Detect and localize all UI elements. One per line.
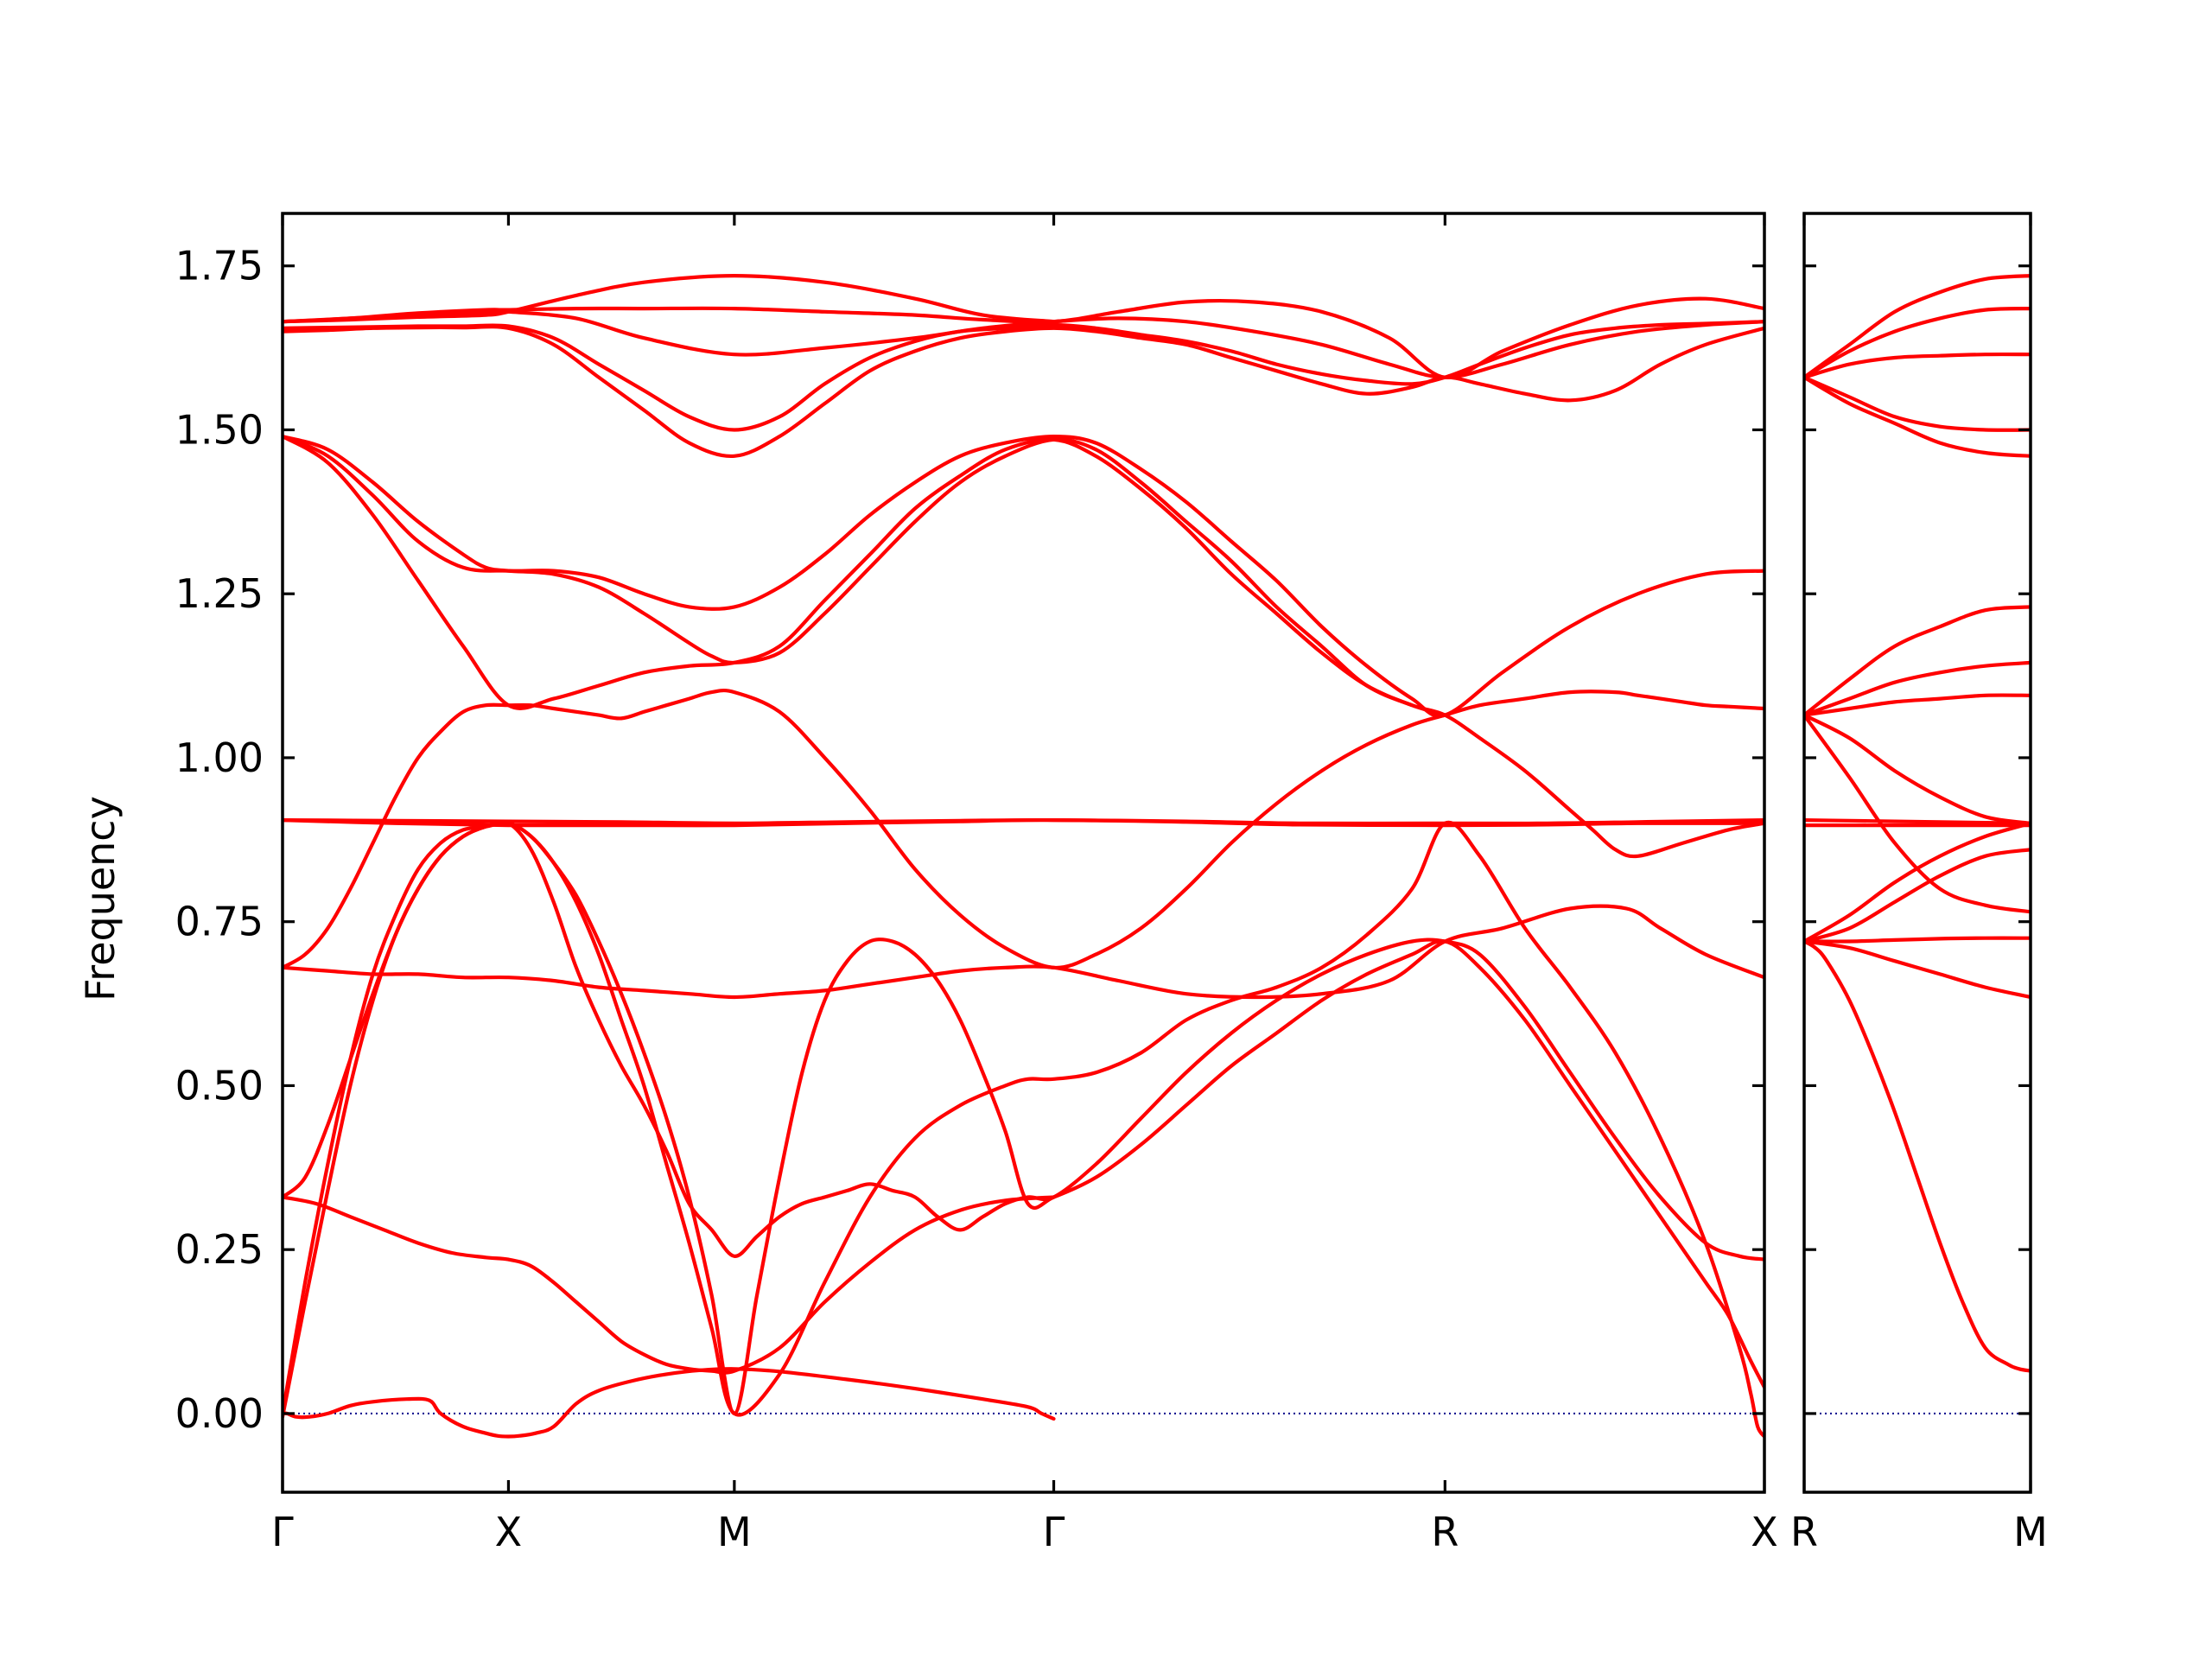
phonon-band-10 xyxy=(1804,605,2031,717)
phonon-band-11 xyxy=(283,435,1764,718)
phonon-band-5 xyxy=(1804,821,2031,944)
phonon-band-3 xyxy=(1804,936,2031,944)
phonon-band-2 xyxy=(1804,939,2031,1000)
y-tick-label: 0.00 xyxy=(175,1390,264,1437)
y-tick-label: 1.75 xyxy=(175,243,264,289)
y-tick-label: 1.50 xyxy=(175,406,264,453)
phonon-band-4 xyxy=(1804,848,2031,944)
plot-frame xyxy=(281,212,1766,1494)
phonon-band-6 xyxy=(1804,713,2031,914)
phonon-band-4 xyxy=(283,1195,1056,1375)
phonon-band-15 xyxy=(1804,352,2031,379)
high-symmetry-label: Γ xyxy=(271,1509,294,1555)
phonon-band-17 xyxy=(1804,274,2031,379)
high-symmetry-label: M xyxy=(717,1509,752,1555)
phonon-band-3 xyxy=(283,821,1764,1415)
phonon-band-16 xyxy=(1804,307,2031,379)
phonon-band-7 xyxy=(283,688,1764,969)
plot-frame xyxy=(1802,212,2032,1494)
high-symmetry-label: Γ xyxy=(1043,1509,1065,1555)
phonon-band-12 xyxy=(283,435,1447,717)
phonon-band-14 xyxy=(1804,375,2031,432)
y-tick-label: 0.50 xyxy=(175,1062,264,1109)
y-tick-label: 0.25 xyxy=(175,1226,264,1273)
y-axis-label: Frequency xyxy=(77,796,124,1001)
phonon-band-16 xyxy=(283,296,1764,379)
phonon-band-8 xyxy=(1804,693,2031,717)
phonon-band-9 xyxy=(1804,660,2031,717)
y-tick-label: 1.25 xyxy=(175,570,264,617)
high-symmetry-label: X xyxy=(1751,1509,1778,1555)
phonon-band-14 xyxy=(283,320,1764,432)
phonon-band-13 xyxy=(283,325,1764,458)
phonon-band-9 xyxy=(283,817,1764,828)
high-symmetry-label: R xyxy=(1431,1509,1459,1555)
band-group xyxy=(1804,274,2031,1373)
high-symmetry-label: X xyxy=(495,1509,523,1555)
phonon-band-17 xyxy=(283,274,1056,324)
main-dispersion-panel: 0.00 0.25 0.50 0.75 1.00 1.25 1.50 1.75 Γ X M Γ R X xyxy=(175,212,1778,1555)
phonon-band-11 xyxy=(1804,818,2031,825)
band-group xyxy=(283,274,1764,1439)
phonon-band-13 xyxy=(1804,375,2031,458)
phonon-band-7 xyxy=(1804,713,2031,825)
y-tick-label: 1.00 xyxy=(175,734,264,781)
phonon-band-1 xyxy=(1804,939,2031,1373)
phonon-band-1 xyxy=(283,1367,1056,1439)
high-symmetry-label: R xyxy=(1790,1509,1818,1555)
high-symmetry-label: M xyxy=(2013,1509,2048,1555)
phonon-band-6 xyxy=(283,904,1764,1000)
y-tick-label: 0.75 xyxy=(175,899,264,945)
